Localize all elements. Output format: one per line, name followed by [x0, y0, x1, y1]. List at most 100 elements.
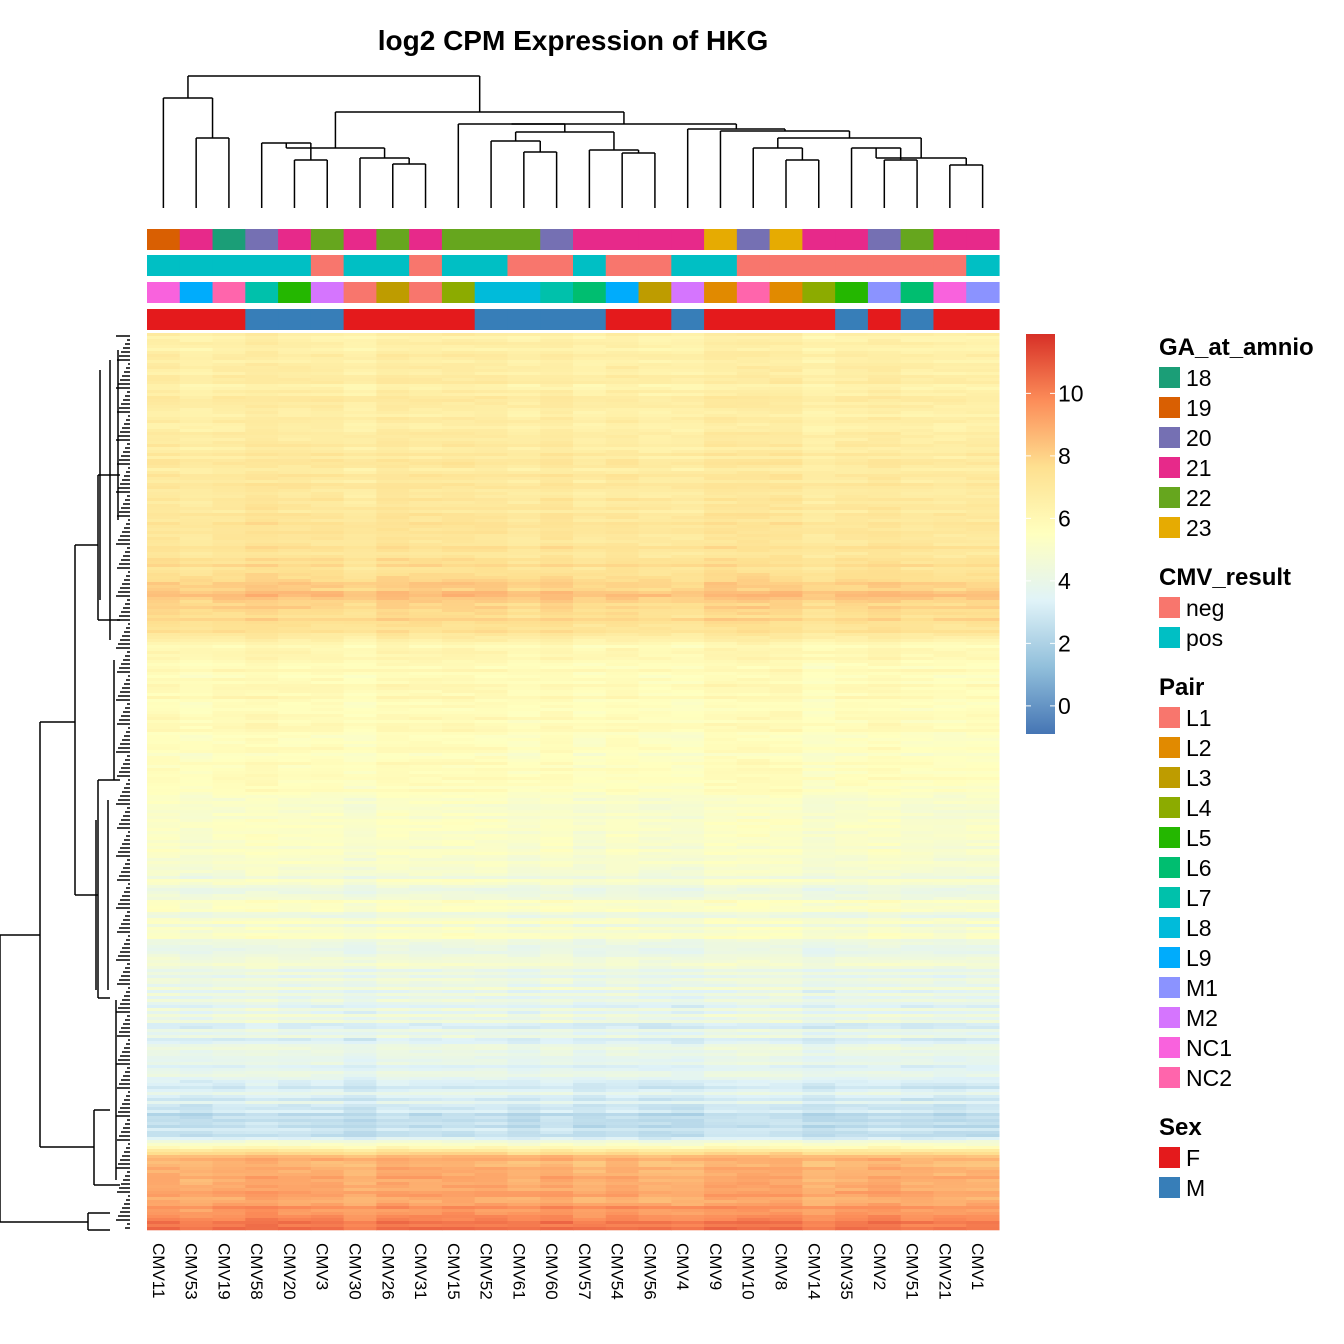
heatmap-cell — [835, 618, 869, 622]
heatmap-cell — [933, 609, 967, 613]
heatmap-cell — [278, 468, 312, 472]
heatmap-cell — [605, 579, 640, 583]
heatmap-cell — [605, 633, 640, 637]
heatmap-cell — [671, 720, 705, 724]
heatmap-cell — [966, 567, 1000, 571]
heatmap-cell — [474, 585, 508, 589]
heatmap-cell — [147, 474, 181, 478]
heatmap-cell — [540, 459, 574, 463]
heatmap-cell — [441, 849, 476, 853]
heatmap-cell — [245, 684, 279, 688]
heatmap-cell — [179, 711, 214, 715]
heatmap-cell — [474, 360, 508, 364]
heatmap-cell — [245, 771, 279, 775]
heatmap-cell — [933, 858, 967, 862]
heatmap-cell — [310, 414, 345, 418]
heatmap-cell — [474, 528, 508, 532]
heatmap-cell — [310, 477, 345, 481]
heatmap-cell — [343, 780, 377, 784]
heatmap-cell — [736, 801, 771, 805]
heatmap-cell — [540, 639, 574, 643]
heatmap-cell — [933, 375, 967, 379]
heatmap-cell — [278, 363, 312, 367]
heatmap-cell — [769, 498, 803, 502]
heatmap-cell — [867, 852, 902, 856]
heatmap-cell — [507, 627, 541, 631]
heatmap-cell — [507, 816, 541, 820]
heatmap-cell — [540, 852, 574, 856]
heatmap-cell — [802, 747, 836, 751]
heatmap-cell — [638, 567, 672, 571]
heatmap-cell — [409, 750, 443, 754]
heatmap-cell — [441, 810, 476, 814]
heatmap-cell — [212, 780, 246, 784]
heatmap-cell — [179, 576, 214, 580]
heatmap-cell — [933, 792, 967, 796]
heatmap-cell — [704, 609, 738, 613]
heatmap-cell — [441, 822, 476, 826]
heatmap-cell — [474, 714, 508, 718]
heatmap-cell — [900, 594, 934, 598]
heatmap-cell — [736, 354, 771, 358]
heatmap-cell — [343, 666, 377, 670]
heatmap-cell — [638, 339, 672, 343]
heatmap-cell — [867, 720, 902, 724]
heatmap-cell — [409, 525, 443, 529]
heatmap-cell — [278, 429, 312, 433]
heatmap-cell — [769, 534, 803, 538]
heatmap-cell — [736, 411, 771, 415]
heatmap-cell — [769, 354, 803, 358]
heatmap-cell — [376, 597, 410, 601]
annotation-cell-cmv-result — [605, 255, 640, 276]
heatmap-cell — [376, 624, 410, 628]
heatmap-cell — [736, 720, 771, 724]
heatmap-cell — [802, 726, 836, 730]
heatmap-cell — [278, 546, 312, 550]
heatmap-cell — [507, 690, 541, 694]
heatmap-cell — [605, 333, 640, 337]
heatmap-cell — [507, 735, 541, 739]
heatmap-cell — [409, 819, 443, 823]
annotation-cell-pair — [638, 282, 672, 303]
heatmap-cell — [802, 408, 836, 412]
heatmap-cell — [278, 354, 312, 358]
heatmap-cell — [933, 477, 967, 481]
heatmap-cell — [966, 690, 1000, 694]
heatmap-cell — [474, 366, 508, 370]
heatmap-cell — [179, 639, 214, 643]
heatmap-cell — [245, 690, 279, 694]
heatmap-cell — [605, 414, 640, 418]
heatmap-cell — [540, 432, 574, 436]
heatmap-cell — [507, 357, 541, 361]
heatmap-cell — [835, 828, 869, 832]
heatmap-cell — [474, 564, 508, 568]
heatmap-cell — [212, 411, 246, 415]
heatmap-cell — [835, 636, 869, 640]
heatmap-cell — [933, 780, 967, 784]
heatmap-cell — [736, 471, 771, 475]
heatmap-cell — [769, 720, 803, 724]
heatmap-cell — [769, 633, 803, 637]
heatmap-cell — [310, 465, 345, 469]
heatmap-cell — [343, 615, 377, 619]
heatmap-cell — [671, 534, 705, 538]
heatmap-cell — [900, 459, 934, 463]
heatmap-cell — [343, 804, 377, 808]
heatmap-cell — [802, 870, 836, 874]
heatmap-cell — [736, 507, 771, 511]
heatmap-cell — [179, 654, 214, 658]
heatmap-cell — [278, 813, 312, 817]
heatmap-cell — [212, 834, 246, 838]
heatmap-cell — [835, 630, 869, 634]
heatmap-cell — [310, 744, 345, 748]
heatmap-cell — [769, 813, 803, 817]
heatmap-cell — [212, 804, 246, 808]
heatmap-cell — [802, 735, 836, 739]
heatmap-cell — [474, 789, 508, 793]
heatmap-cell — [212, 525, 246, 529]
heatmap-cell — [278, 693, 312, 697]
annotation-cell-cmv-result — [343, 255, 377, 276]
heatmap-cell — [147, 441, 181, 445]
heatmap-cell — [900, 687, 934, 691]
heatmap-cell — [966, 882, 1000, 886]
